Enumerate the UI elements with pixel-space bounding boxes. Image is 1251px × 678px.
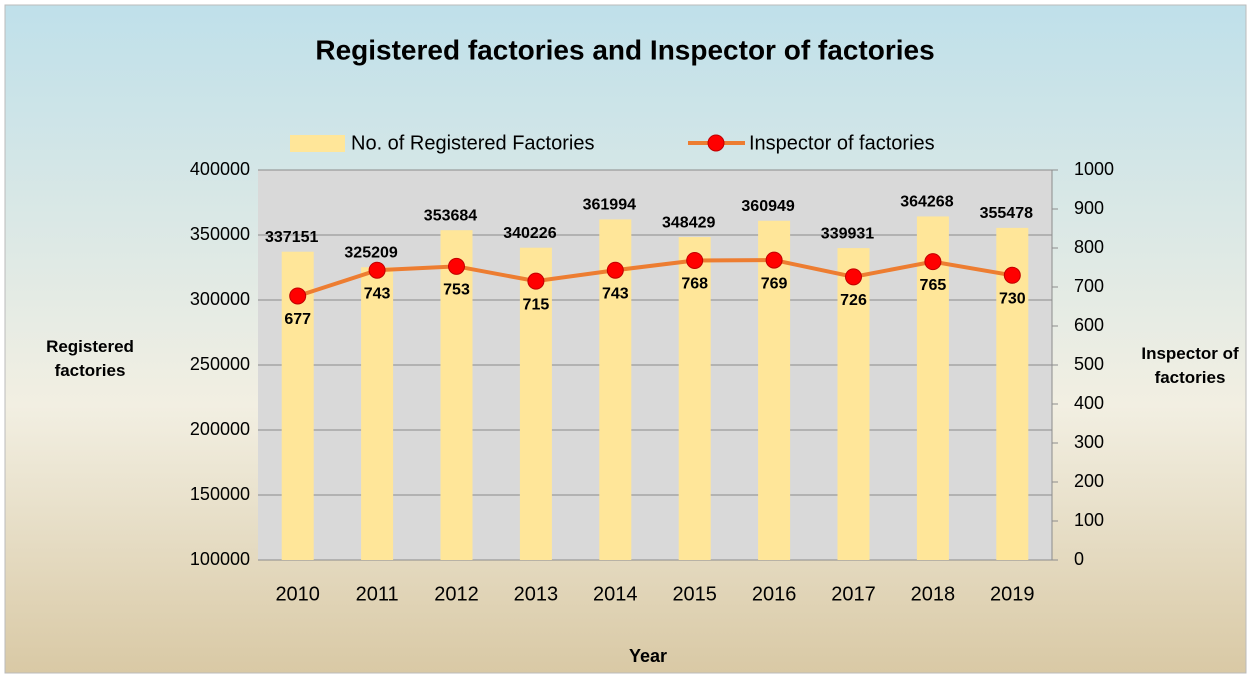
x-tick-label: 2014 [593, 583, 638, 605]
line-marker [924, 253, 942, 271]
y-tick-label: 300000 [190, 289, 250, 309]
y2-tick-label: 0 [1074, 549, 1084, 569]
y2-tick-label: 200 [1074, 471, 1104, 491]
y-tick-label: 400000 [190, 159, 250, 179]
line-value-label: 715 [523, 296, 550, 313]
line-value-label: 743 [602, 285, 629, 302]
line-marker [289, 287, 307, 305]
line-value-label: 765 [920, 277, 947, 294]
bar [916, 216, 949, 560]
y-tick-label: 200000 [190, 419, 250, 439]
bar [678, 237, 711, 560]
line [297, 258, 1013, 298]
line-value-label: 768 [681, 276, 708, 293]
bar-value-label: 361994 [583, 197, 636, 214]
line-marker [845, 268, 862, 286]
y2-tick-label: 100 [1074, 510, 1104, 530]
bar-value-label: 360949 [741, 198, 794, 215]
y2-tick-label: 700 [1074, 276, 1104, 296]
line-value-label: 677 [284, 311, 311, 328]
y-tick-label: 100000 [190, 549, 250, 569]
x-tick-label: 2010 [275, 583, 320, 605]
bar-value-label: 355478 [980, 205, 1033, 222]
line-marker [1003, 266, 1021, 284]
x-tick-label: 2019 [990, 583, 1035, 605]
line-marker [448, 257, 465, 275]
bar [837, 248, 870, 560]
line-value-label: 730 [999, 291, 1026, 308]
x-tick-label: 2017 [831, 583, 876, 605]
line-value-label: 753 [443, 282, 470, 299]
x-tick-label: 2016 [752, 583, 797, 605]
bar [440, 230, 473, 560]
y-axis-label: Registered factories [46, 337, 134, 380]
bar-value-label: 325209 [344, 244, 397, 261]
line-value-label: 726 [840, 292, 867, 309]
chart-title: Registered factories and Inspector of fa… [315, 34, 934, 65]
line-marker [368, 261, 386, 279]
y-tick-label: 250000 [190, 354, 250, 374]
bar-value-label: 364268 [900, 194, 953, 211]
bar-value-label: 340226 [503, 225, 556, 242]
y2-tick-label: 800 [1074, 237, 1104, 257]
y2-tick-label: 300 [1074, 432, 1104, 452]
x-tick-label: 2018 [911, 583, 956, 605]
bar-value-label: 348429 [662, 214, 715, 231]
y2-tick-label: 400 [1074, 393, 1104, 413]
bar [361, 267, 394, 560]
line-marker [686, 251, 704, 269]
bar-value-label: 353684 [424, 207, 477, 224]
y2-tick-label: 600 [1074, 315, 1104, 335]
x-axis-label: Year [629, 646, 667, 666]
x-tick-label: 2013 [514, 583, 559, 605]
y-tick-label: 150000 [190, 484, 250, 504]
x-tick-label: 2015 [672, 583, 717, 605]
y2-tick-label: 500 [1074, 354, 1104, 374]
line-marker [606, 261, 624, 279]
bar [519, 247, 552, 560]
y2-tick-label: 900 [1074, 198, 1104, 218]
legend-label: Inspector of factories [749, 132, 935, 154]
legend-label: No. of Registered Factories [351, 132, 594, 154]
line-value-label: 743 [364, 285, 391, 302]
y2-tick-label: 1000 [1074, 159, 1114, 179]
y-tick-label: 350000 [190, 224, 250, 244]
bar-value-label: 339931 [821, 225, 874, 242]
legend-swatch-marker [707, 134, 725, 152]
line-marker [527, 272, 545, 290]
x-tick-label: 2011 [356, 583, 399, 605]
line-marker [765, 251, 783, 269]
y2-axis-label: Inspector of factories [1141, 344, 1239, 387]
bar-value-label: 337151 [265, 229, 318, 246]
line-value-label: 769 [761, 275, 788, 292]
legend-swatch [290, 135, 345, 152]
bar [758, 220, 791, 560]
x-tick-label: 2012 [434, 583, 479, 605]
